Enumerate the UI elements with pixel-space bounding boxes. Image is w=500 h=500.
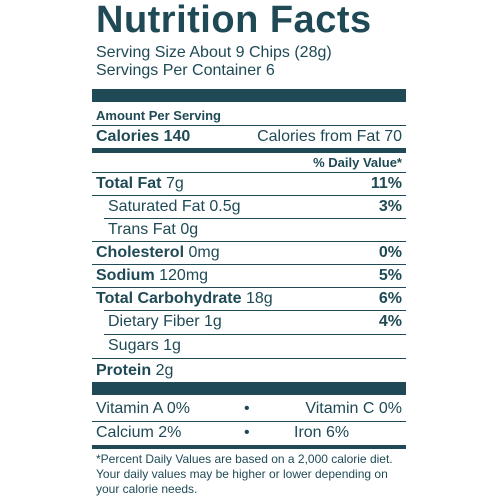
servings-per-container: Servings Per Container 6 (96, 62, 275, 79)
divider (104, 218, 406, 219)
nutrient-row-saturated-fat: Saturated Fat 0.5g 3% (108, 196, 402, 218)
nutrient-row-total-carbohydrate: Total Carbohydrate 18g 6% (96, 288, 402, 310)
calories-label: Calories (96, 128, 160, 145)
footnote-divider (92, 445, 406, 449)
serving-size: Serving Size About 9 Chips (28g) (96, 44, 332, 61)
nutrient-label: Cholesterol (96, 244, 185, 261)
nutrient-row-total-fat: Total Fat 7g 11% (96, 173, 402, 195)
divider (92, 421, 406, 422)
vitamin-c: Vitamin C 0% (305, 400, 402, 417)
divider (104, 310, 406, 311)
nutrient-amount: 1g (163, 337, 181, 354)
nutrient-amount: 0.5g (209, 198, 241, 215)
nutrient-row-sugars: Sugars 1g (108, 335, 402, 357)
divider (92, 241, 406, 242)
nutrient-dv: 0% (378, 244, 402, 261)
vitamin-row-1: Vitamin A 0% • Vitamin C 0% (96, 398, 402, 420)
divider (92, 125, 406, 126)
vitamin-a: Vitamin A 0% (96, 400, 190, 417)
medium-divider (92, 148, 406, 153)
thick-divider-top (92, 89, 406, 102)
footnote: *Percent Daily Values are based on a 2,0… (96, 452, 393, 496)
nutrient-amount: 0mg (188, 244, 220, 261)
calories-from-fat: Calories from Fat 70 (257, 128, 402, 145)
nutrient-label: Total Carbohydrate (96, 290, 242, 307)
amount-per-serving-label: Amount Per Serving (96, 107, 221, 123)
nutrient-row-protein: Protein 2g (96, 360, 402, 382)
divider (92, 358, 406, 359)
nutrient-label: Protein (96, 362, 152, 379)
daily-value-header-row: % Daily Value* (96, 151, 402, 173)
nutrient-row-trans-fat: Trans Fat 0g (108, 219, 402, 241)
amount-per-serving-row: Amount Per Serving (96, 104, 402, 126)
divider (104, 334, 406, 335)
nutrient-amount: 7g (165, 175, 184, 192)
divider (92, 287, 406, 288)
calories-row: Calories 140 Calories from Fat 70 (96, 126, 402, 148)
divider (92, 195, 406, 196)
nutrient-label: Sugars (108, 337, 159, 354)
nutrient-label: Trans Fat (108, 221, 176, 238)
nutrient-amount: 2g (155, 362, 174, 379)
vitamin-row-2: Calcium 2% • Iron 6% (96, 422, 402, 444)
thick-divider-bottom (92, 382, 406, 395)
nutrient-row-cholesterol: Cholesterol 0mg 0% (96, 242, 402, 264)
nutrient-dv: 6% (378, 290, 402, 307)
divider (92, 264, 406, 265)
nutrient-dv: 3% (378, 198, 402, 215)
nutrient-label: Total Fat (96, 175, 162, 192)
bullet-separator: • (244, 400, 250, 417)
label-title: Nutrition Facts (96, 0, 372, 41)
nutrient-label: Saturated Fat (108, 198, 205, 215)
nutrient-row-sodium: Sodium 120mg 5% (96, 265, 402, 287)
divider (92, 172, 406, 173)
nutrient-dv: 4% (378, 313, 402, 330)
nutrient-amount: 0g (180, 221, 199, 238)
iron: Iron 6% (294, 424, 350, 441)
nutrient-label: Dietary Fiber (108, 313, 200, 330)
nutrient-amount: 18g (245, 290, 273, 307)
daily-value-header: % Daily Value* (313, 154, 402, 170)
bullet-separator: • (244, 424, 250, 441)
nutrient-amount: 120mg (159, 267, 209, 284)
nutrient-dv: 11% (370, 175, 402, 192)
calcium: Calcium 2% (96, 424, 182, 441)
nutrient-amount: 1g (204, 313, 222, 330)
nutrient-row-dietary-fiber: Dietary Fiber 1g 4% (108, 311, 402, 333)
calories-value: 140 (163, 128, 191, 145)
nutrient-dv: 5% (378, 267, 402, 284)
nutrient-label: Sodium (96, 267, 155, 284)
